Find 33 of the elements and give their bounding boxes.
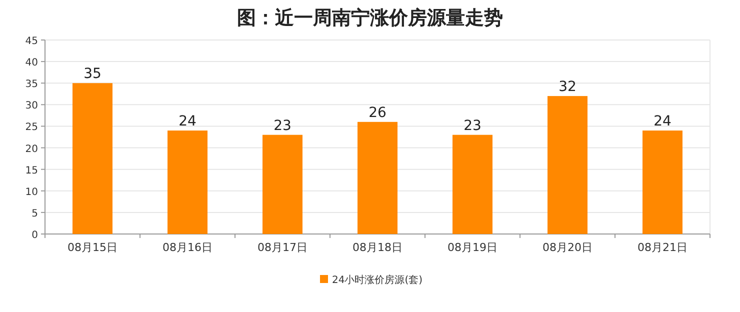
data-label: 26: [368, 104, 386, 121]
x-tick-label: 08月19日: [448, 241, 498, 254]
data-label: 24: [654, 114, 672, 130]
x-tick-label: 08月15日: [68, 241, 118, 254]
chart-title: 图：近一周南宁涨价房源量走势: [237, 7, 503, 29]
bar: [452, 134, 492, 234]
x-tick-label: 08月21日: [638, 241, 688, 254]
data-label: 23: [464, 118, 482, 134]
data-label: 24: [178, 114, 196, 130]
y-tick-label: 40: [25, 58, 38, 69]
data-label: 23: [274, 118, 292, 134]
y-tick-label: 35: [25, 79, 38, 90]
x-tick-label: 08月16日: [162, 241, 212, 254]
bar: [548, 96, 588, 234]
y-tick-label: 15: [25, 165, 38, 176]
bar: [358, 122, 398, 234]
y-tick-label: 20: [25, 144, 38, 155]
bar: [168, 130, 208, 234]
legend-label: 24小时涨价房源(套): [332, 274, 423, 286]
data-label: 35: [84, 66, 102, 82]
bar: [262, 134, 302, 234]
x-tick-label: 08月20日: [542, 241, 592, 254]
bar: [72, 83, 112, 234]
bar: [642, 130, 682, 234]
x-tick-label: 08月17日: [258, 241, 308, 254]
y-tick-label: 45: [25, 36, 38, 47]
y-tick-label: 0: [32, 230, 38, 241]
y-tick-label: 10: [25, 186, 38, 198]
data-label: 32: [558, 79, 576, 96]
x-tick-label: 08月18日: [352, 241, 402, 254]
y-tick-label: 25: [25, 122, 38, 134]
y-tick-label: 30: [25, 100, 38, 112]
y-tick-label: 5: [32, 208, 38, 220]
